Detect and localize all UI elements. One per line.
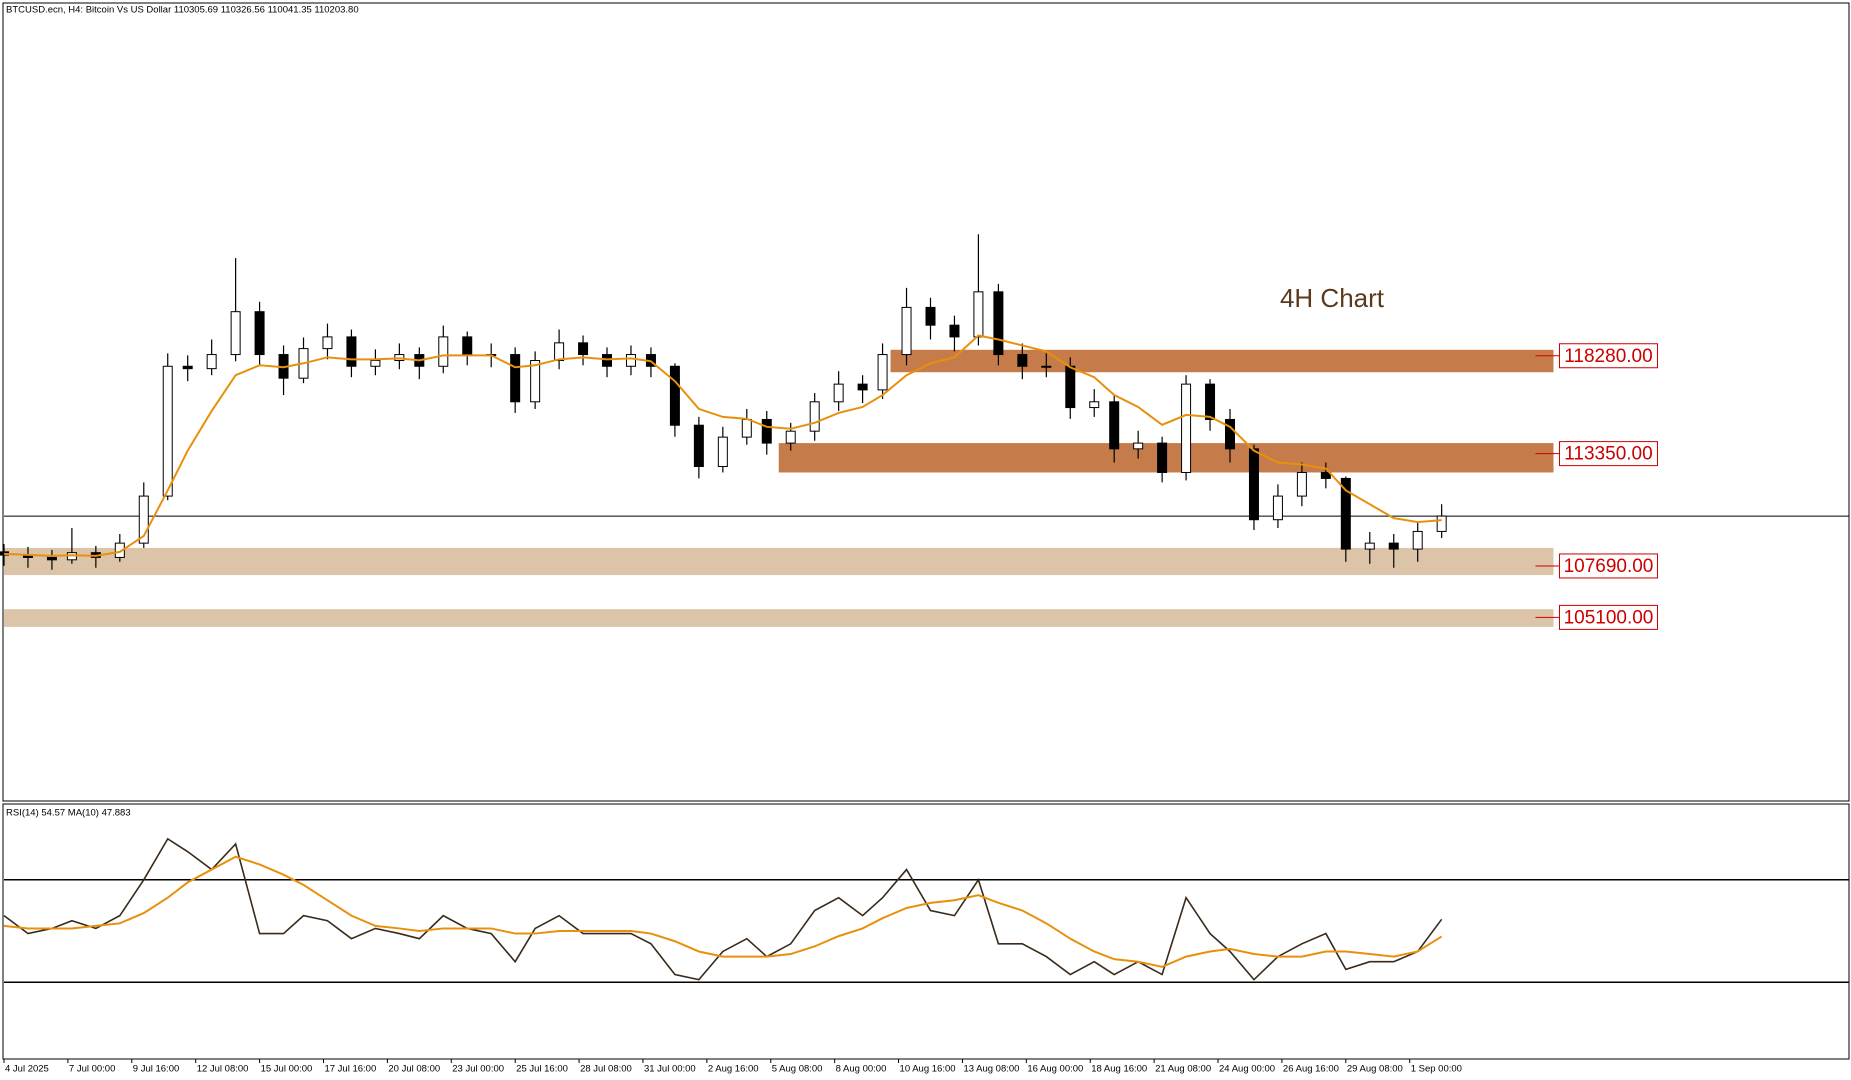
x-tick-label: 28 Jul 08:00: [580, 1064, 632, 1075]
candle-body: [46, 556, 57, 561]
rsi-panel-frame: [2, 803, 1850, 1060]
zone: [4, 609, 1554, 627]
level-label: 105100.00: [1564, 607, 1654, 628]
candle-body: [1436, 515, 1447, 532]
candle-body: [1017, 354, 1028, 367]
candle-body: [1225, 418, 1236, 450]
x-tick-label: 10 Aug 16:00: [900, 1064, 956, 1075]
x-tick-label: 9 Jul 16:00: [133, 1064, 179, 1075]
candle-body: [1205, 383, 1216, 420]
candle-body: [254, 311, 265, 356]
candle-body: [669, 365, 680, 426]
candle-body: [322, 336, 333, 350]
candle-body: [1248, 448, 1259, 521]
candle-body: [182, 365, 193, 370]
candle-body: [530, 360, 541, 403]
x-tick-label: 23 Jul 00:00: [452, 1064, 504, 1075]
x-tick-label: 25 Jul 16:00: [516, 1064, 568, 1075]
candle-body: [346, 336, 357, 367]
rsi-line: [3, 837, 1443, 981]
candle-body: [554, 342, 565, 362]
x-tick-label: 15 Jul 00:00: [261, 1064, 313, 1075]
x-tick-label: 1 Sep 00:00: [1411, 1064, 1462, 1075]
level-label-box: [1558, 343, 1658, 369]
candle-body: [693, 424, 704, 468]
candle-body: [833, 383, 844, 403]
x-tick-label: 24 Aug 00:00: [1219, 1064, 1275, 1075]
level-label-box: [1558, 441, 1658, 467]
candle-body: [717, 436, 728, 468]
candle-body: [230, 311, 241, 356]
x-tick-label: 21 Aug 08:00: [1155, 1064, 1211, 1075]
candle-body: [1340, 477, 1351, 550]
candle-body: [206, 354, 217, 370]
candle-body: [1388, 542, 1399, 550]
level-label: 118280.00: [1564, 346, 1652, 367]
x-tick-label: 5 Aug 08:00: [772, 1064, 823, 1075]
candle-body: [785, 430, 796, 444]
candle-body: [901, 306, 912, 356]
candle-body: [114, 542, 125, 558]
x-tick-label: 16 Aug 00:00: [1027, 1064, 1083, 1075]
candle-body: [809, 401, 820, 432]
x-tick-label: 26 Aug 16:00: [1283, 1064, 1339, 1075]
candle-body: [438, 336, 449, 367]
candle-body: [578, 342, 589, 356]
candle-body: [162, 365, 173, 497]
candle-body: [1041, 365, 1052, 368]
candle-body: [510, 354, 521, 403]
candle-body: [925, 306, 936, 326]
level-label: 107690.00: [1564, 556, 1654, 577]
x-tick-label: 12 Jul 08:00: [197, 1064, 249, 1075]
x-tick-label: 31 Jul 00:00: [644, 1064, 696, 1075]
chart-annotation: 4H Chart: [1280, 283, 1385, 313]
rsi-line: [3, 855, 1443, 968]
candle-body: [138, 495, 149, 544]
candle-body: [1296, 471, 1307, 497]
price-panel-frame: [2, 2, 1850, 802]
candle-body: [973, 291, 984, 338]
candle-body: [741, 418, 752, 438]
x-tick-label: 2 Aug 16:00: [708, 1064, 759, 1075]
zone: [890, 349, 1554, 373]
candle-body: [462, 336, 473, 356]
x-tick-label: 13 Aug 08:00: [963, 1064, 1019, 1075]
candle-body: [1157, 442, 1168, 473]
x-tick-label: 29 Aug 08:00: [1347, 1064, 1403, 1075]
candle-body: [602, 354, 613, 367]
x-tick-label: 18 Aug 16:00: [1091, 1064, 1147, 1075]
candle-body: [877, 354, 888, 391]
chart-header: BTCUSD.ecn, H4: Bitcoin Vs US Dollar 110…: [6, 5, 359, 16]
candle-body: [1181, 383, 1192, 473]
level-label-box: [1558, 604, 1658, 630]
x-tick-label: 7 Jul 00:00: [69, 1064, 115, 1075]
rsi-header: RSI(14) 54.57 MA(10) 47.883: [6, 808, 131, 819]
candle-body: [1089, 401, 1100, 409]
candle-body: [949, 324, 960, 338]
x-tick-label: 4 Jul 2025: [5, 1064, 49, 1075]
candle-body: [1272, 495, 1283, 521]
x-tick-label: 8 Aug 00:00: [836, 1064, 887, 1075]
candle-body: [1133, 442, 1144, 450]
level-label: 113350.00: [1564, 444, 1652, 465]
candle-body: [1364, 542, 1375, 550]
candle-body: [761, 418, 772, 444]
candle-body: [993, 291, 1004, 356]
x-tick-label: 17 Jul 16:00: [324, 1064, 376, 1075]
candle-body: [1109, 401, 1120, 450]
zone: [4, 547, 1554, 576]
candle-body: [857, 383, 868, 391]
candle-body: [1320, 471, 1331, 479]
moving-average-line: [3, 334, 1442, 557]
candle-body: [625, 354, 636, 367]
x-tick-label: 20 Jul 08:00: [388, 1064, 440, 1075]
level-label-box: [1558, 553, 1658, 579]
candle-body: [1065, 365, 1076, 409]
candle-body: [370, 360, 381, 367]
candle-body: [1412, 530, 1423, 550]
